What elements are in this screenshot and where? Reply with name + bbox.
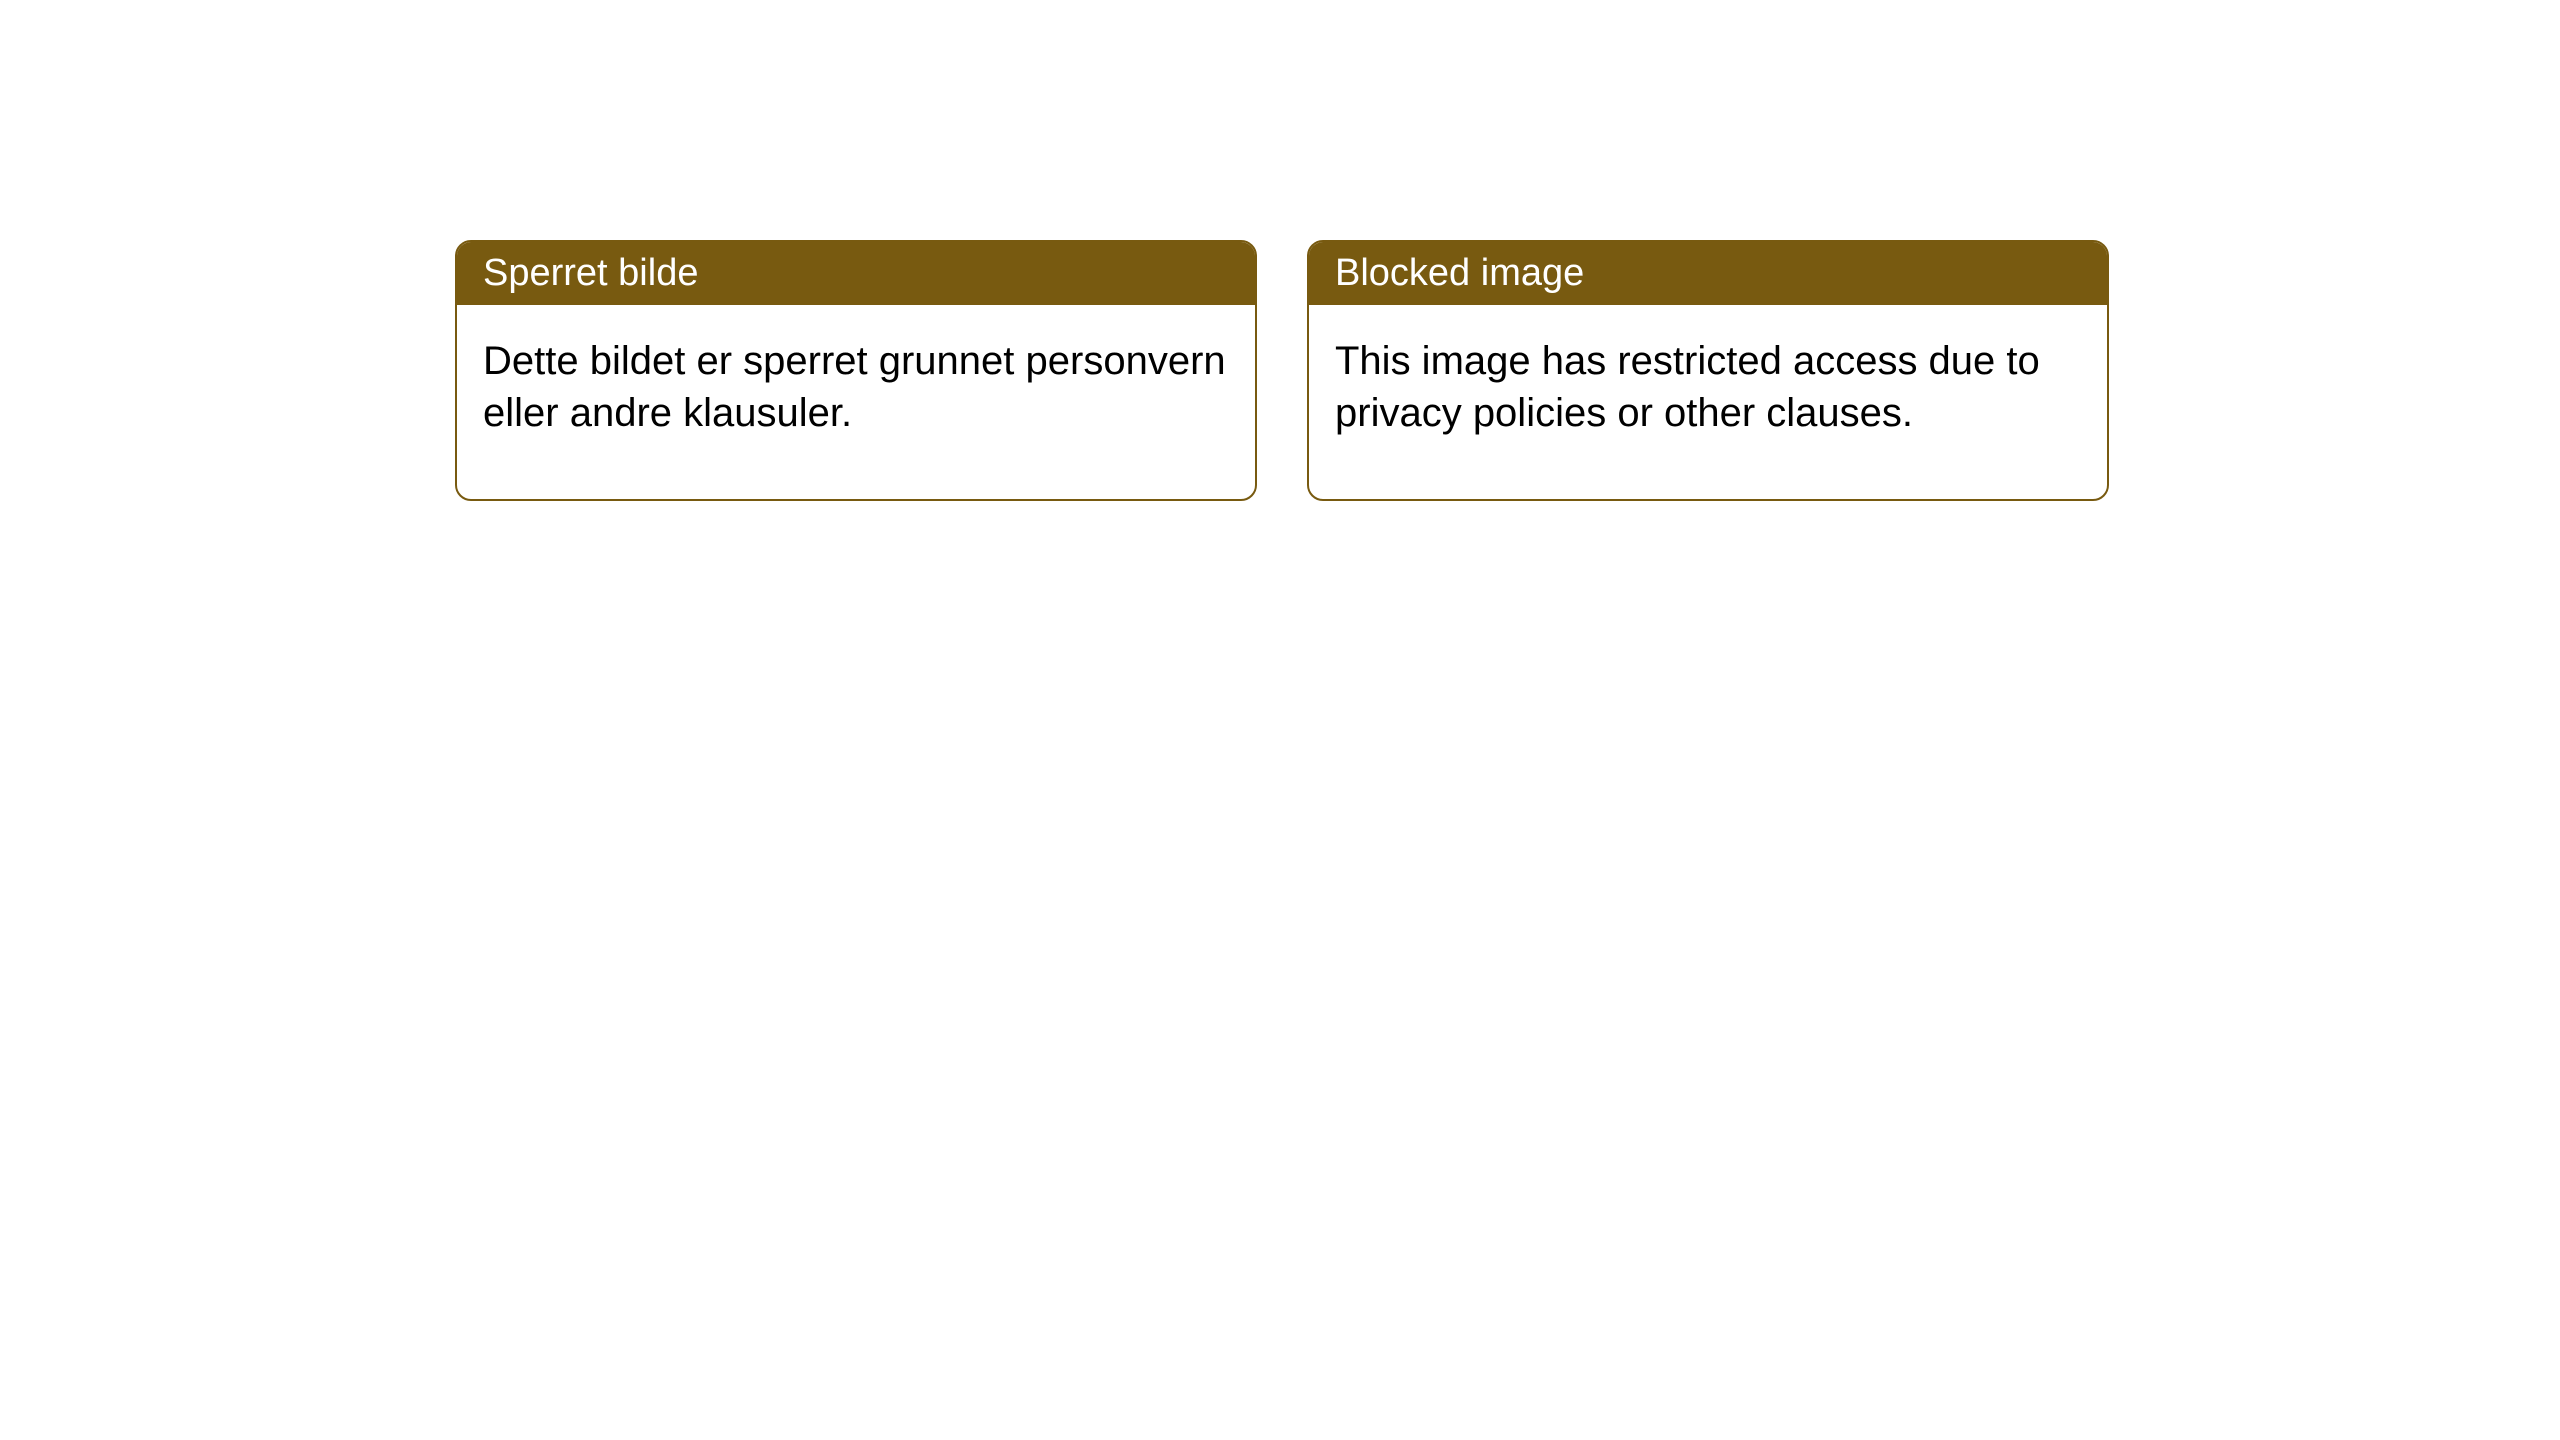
- notice-header-text: Blocked image: [1335, 252, 1584, 294]
- notice-header: Sperret bilde: [457, 242, 1255, 305]
- notice-card-norwegian: Sperret bilde Dette bildet er sperret gr…: [455, 240, 1257, 501]
- notice-body: Dette bildet er sperret grunnet personve…: [457, 305, 1255, 499]
- notice-header-text: Sperret bilde: [483, 252, 698, 294]
- notice-header: Blocked image: [1309, 242, 2107, 305]
- notice-body-text: This image has restricted access due to …: [1335, 339, 2040, 435]
- notice-body: This image has restricted access due to …: [1309, 305, 2107, 499]
- notice-card-english: Blocked image This image has restricted …: [1307, 240, 2109, 501]
- notice-body-text: Dette bildet er sperret grunnet personve…: [483, 339, 1226, 435]
- notice-container: Sperret bilde Dette bildet er sperret gr…: [0, 0, 2560, 501]
